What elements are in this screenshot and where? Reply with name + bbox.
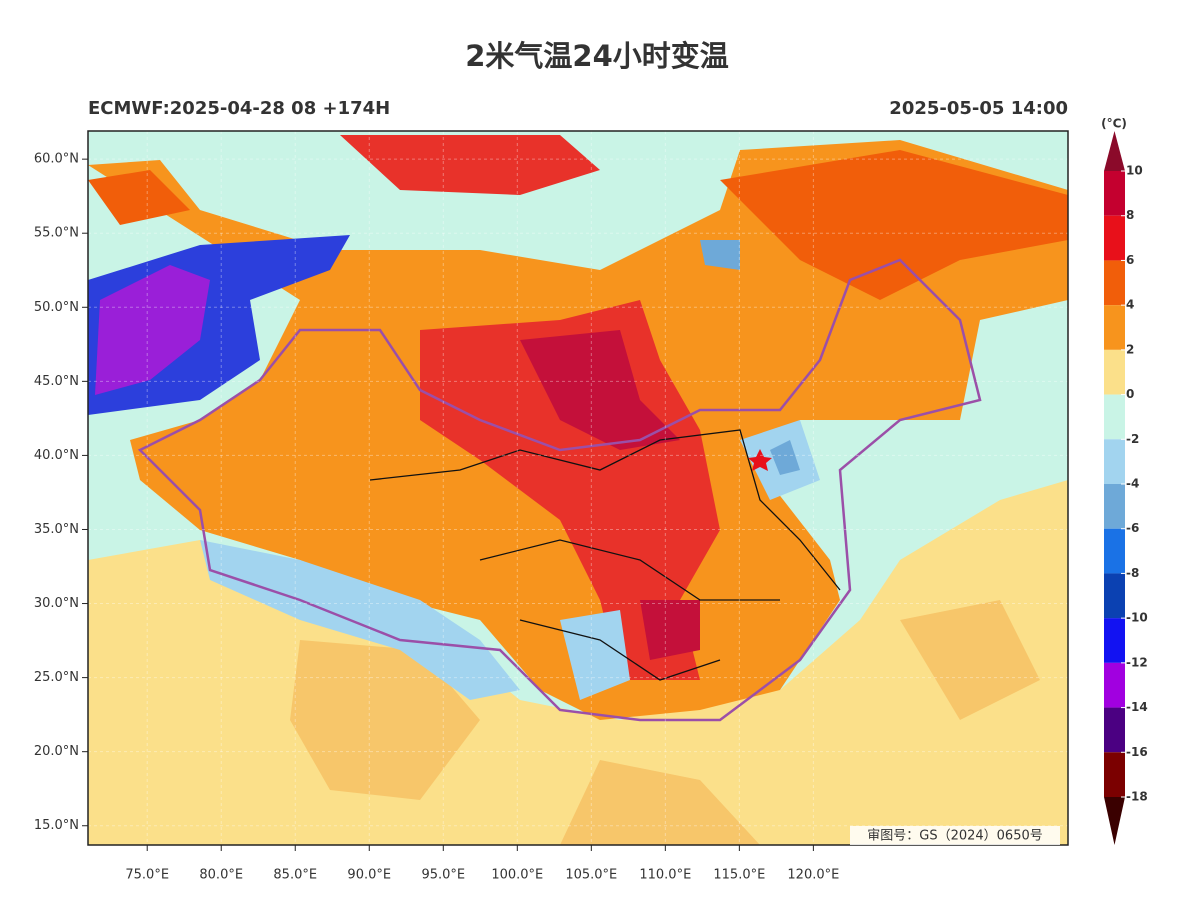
y-tick-label: 40.0°N [34, 448, 79, 463]
x-tick-label: 75.0°E [125, 868, 169, 883]
province-border [369, 429, 841, 681]
colorbar-segment [1104, 573, 1125, 619]
colorbar-segment [1104, 439, 1125, 484]
colorbar-tick-label: -2 [1126, 432, 1139, 446]
colorbar-tick-label: 2 [1126, 342, 1134, 356]
field-zone [88, 150, 1068, 300]
colorbar: 10 8 6 4 2 0 -2 -4 -6 -8 -10 -12 -14 -16 -18 [1104, 131, 1148, 845]
y-tick-label: 15.0°N [34, 818, 79, 833]
note-box [850, 826, 1060, 845]
colorbar-segment [1104, 484, 1125, 529]
colorbar-tick-label: 4 [1126, 298, 1134, 312]
field-zone [340, 135, 720, 680]
x-tick-label: 120.0°E [787, 868, 839, 883]
colorbar-segment [1104, 305, 1125, 350]
x-tick-label: 80.0°E [199, 868, 243, 883]
y-tick-label: 30.0°N [34, 596, 79, 611]
colorbar-segment [1104, 752, 1125, 797]
x-tick-label: 105.0°E [565, 868, 617, 883]
colorbar-segment [1104, 618, 1125, 663]
colorbar-tick-label: -4 [1126, 477, 1139, 491]
right-label: 2025-05-05 14:00 [889, 98, 1068, 119]
colorbar-extend [1104, 797, 1125, 845]
x-tick-label: 115.0°E [713, 868, 765, 883]
x-tick-label: 100.0°E [491, 868, 543, 883]
colorbar-tick-label: -14 [1126, 700, 1148, 714]
y-tick-label: 45.0°N [34, 374, 79, 389]
colorbar-segment [1104, 349, 1125, 395]
colorbar-tick-label: -8 [1126, 566, 1139, 580]
colorbar-segment [1104, 528, 1125, 574]
left-label: ECMWF:2025-04-28 08 +174H [88, 98, 390, 119]
colorbar-segment [1104, 260, 1125, 306]
colorbar-segment [1104, 215, 1125, 261]
colorbar-tick-label: -10 [1126, 611, 1148, 625]
field-zone [290, 600, 1040, 845]
x-tick-label: 85.0°E [273, 868, 317, 883]
y-tick-label: 35.0°N [34, 522, 79, 537]
map-field [88, 131, 1068, 845]
y-tick-label: 50.0°N [34, 300, 79, 315]
x-tick-label: 90.0°E [347, 868, 391, 883]
field-zone [520, 330, 700, 660]
title: 2米气温24小时变温 [465, 39, 729, 73]
colorbar-extend [1104, 131, 1125, 171]
x-tick-label: 95.0°E [421, 868, 465, 883]
country-border [137, 258, 982, 722]
colorbar-tick-label: -6 [1126, 521, 1139, 535]
y-tick-label: 60.0°N [34, 152, 79, 167]
y-tick-label: 25.0°N [34, 670, 79, 685]
colorbar-tick-label: 10 [1126, 164, 1143, 178]
colorbar-segment [1104, 171, 1125, 216]
y-tick-label: 20.0°N [34, 744, 79, 759]
colorbar-tick-label: -12 [1126, 655, 1148, 669]
field-zone [700, 240, 800, 475]
colorbar-tick-label: -18 [1126, 790, 1148, 804]
y-tick-label: 55.0°N [34, 226, 79, 241]
colorbar-unit: (°C) [1101, 117, 1127, 131]
colorbar-tick-label: 8 [1126, 208, 1134, 222]
field-zone [95, 265, 210, 395]
colorbar-segment [1104, 394, 1125, 440]
capital-star [748, 449, 772, 471]
colorbar-tick-label: -16 [1126, 745, 1148, 759]
approval-note: 审图号：GS（2024）0650号 [867, 829, 1043, 844]
colorbar-tick-label: 6 [1126, 253, 1134, 267]
colorbar-segment [1104, 662, 1125, 708]
colorbar-tick-label: 0 [1126, 387, 1134, 401]
x-tick-label: 110.0°E [639, 868, 691, 883]
axes: 60.0°N 55.0°N 50.0°N 45.0°N 40.0°N 35.0°N 30.0… [34, 131, 1068, 883]
colorbar-segment [1104, 707, 1125, 753]
map-frame [87, 130, 1069, 846]
field-zone [200, 420, 820, 700]
